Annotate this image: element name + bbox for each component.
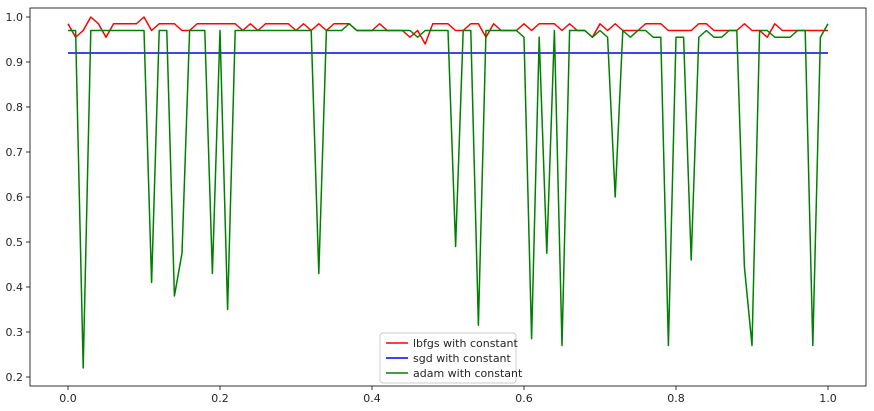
x-tick-label: 0.4 bbox=[363, 392, 381, 405]
x-tick-label: 0.2 bbox=[211, 392, 229, 405]
legend-entry-lbfgs: lbfgs with constant bbox=[386, 337, 518, 350]
x-tick-label: 0.0 bbox=[59, 392, 77, 405]
x-tick-label: 0.6 bbox=[515, 392, 533, 405]
legend: lbfgs with constant sgd with constant ad… bbox=[379, 332, 523, 384]
plot-frame bbox=[29, 7, 867, 387]
y-tick-label: 0.2 bbox=[6, 371, 24, 384]
y-axis-ticks: 0.2 0.3 0.4 0.5 0.6 0.7 0.8 0.9 1.0 bbox=[6, 11, 30, 384]
x-tick-label: 0.8 bbox=[667, 392, 685, 405]
series-line-adam bbox=[68, 23, 829, 369]
y-tick-label: 1.0 bbox=[6, 11, 24, 24]
y-tick-label: 0.9 bbox=[6, 56, 24, 69]
y-tick-label: 0.8 bbox=[6, 101, 24, 114]
plot-background bbox=[30, 8, 866, 386]
y-tick-label: 0.4 bbox=[6, 281, 24, 294]
legend-label-sgd: sgd with constant bbox=[413, 352, 512, 365]
legend-entry-adam: adam with constant bbox=[386, 367, 523, 380]
series-line-lbfgs bbox=[67, 16, 828, 45]
legend-box bbox=[379, 332, 517, 384]
legend-label-lbfgs: lbfgs with constant bbox=[413, 337, 518, 350]
y-tick-label: 0.7 bbox=[6, 146, 24, 159]
legend-label-adam: adam with constant bbox=[413, 367, 523, 380]
y-tick-label: 0.6 bbox=[6, 191, 24, 204]
x-tick-label: 1.0 bbox=[819, 392, 837, 405]
x-axis-ticks: 0.0 0.2 0.4 0.6 0.8 1.0 bbox=[59, 386, 837, 405]
y-tick-label: 0.3 bbox=[6, 326, 24, 339]
y-tick-label: 0.5 bbox=[6, 236, 24, 249]
legend-entry-sgd: sgd with constant bbox=[386, 352, 512, 365]
series-layer bbox=[67, 16, 829, 369]
